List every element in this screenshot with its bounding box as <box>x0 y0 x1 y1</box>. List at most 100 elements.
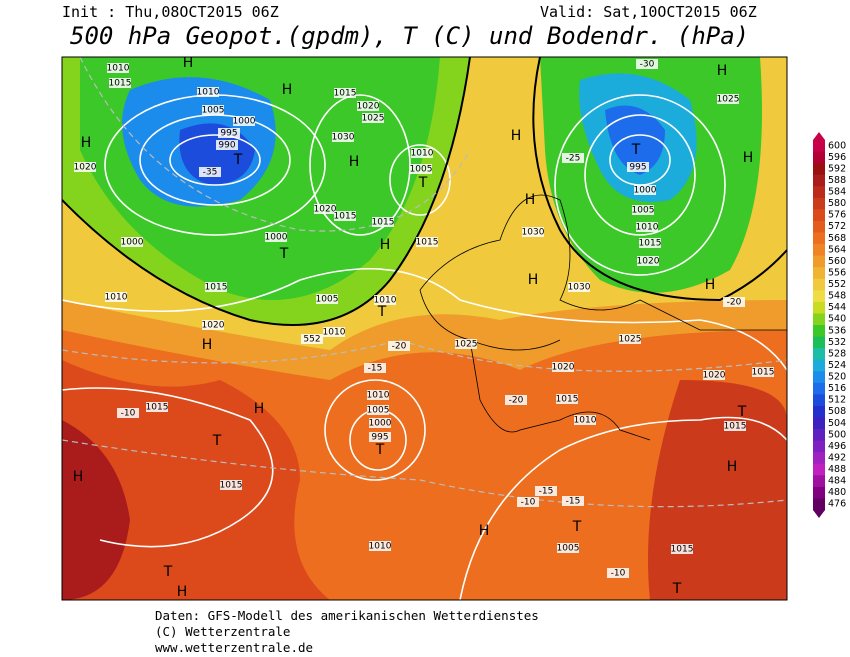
isobar <box>459 416 787 600</box>
colorbar-segment <box>813 371 825 384</box>
label-box <box>619 334 641 344</box>
contour-552 <box>62 57 471 326</box>
isoline-label: -30 <box>640 60 655 70</box>
isoline-label: 552 <box>303 335 320 345</box>
footer-line: Daten: GFS-Modell des amerikanischen Wet… <box>155 608 539 623</box>
colorbar-label: 496 <box>828 441 846 452</box>
pressure-center: H <box>525 192 536 208</box>
colorbar-label: 556 <box>828 267 846 278</box>
label-box <box>637 256 659 266</box>
isoline-label: 1015 <box>109 79 132 89</box>
label-box <box>752 367 774 377</box>
colorbar-arrow-top <box>813 132 825 140</box>
label-box <box>717 94 739 104</box>
pressure-center: H <box>743 150 754 166</box>
colorbar-label: 592 <box>828 163 846 174</box>
label-box <box>517 497 539 507</box>
colorbar-label: 532 <box>828 337 846 348</box>
colorbar-segment <box>813 325 825 338</box>
isoline-label: 1015 <box>220 481 243 491</box>
pressure-center: H <box>282 82 293 98</box>
isoline-label: -15 <box>566 497 581 507</box>
label-box <box>636 222 658 232</box>
colorbar-segment <box>813 244 825 257</box>
isoline-label: 1015 <box>724 422 747 432</box>
label-box <box>233 116 255 126</box>
label-box <box>636 59 658 69</box>
colorbar-label: 492 <box>828 452 846 463</box>
isoline-label: 1000 <box>121 238 144 248</box>
label-box <box>117 408 139 418</box>
colorbar-label: 588 <box>828 175 846 186</box>
colorbar-segment <box>813 209 825 222</box>
isoline-label: 995 <box>220 129 237 139</box>
label-box <box>562 153 584 163</box>
colorbar: 6005965925885845805765725685645605565525… <box>813 132 846 518</box>
colorbar-label: 508 <box>828 406 846 417</box>
pressure-center: T <box>375 442 385 458</box>
low-west-core <box>179 123 255 185</box>
colorbar-arrow-bottom <box>813 510 825 518</box>
isoline-label: 1010 <box>574 416 597 426</box>
label-box <box>724 421 746 431</box>
label-box <box>557 543 579 553</box>
isoline-label: 1025 <box>619 335 642 345</box>
map-area <box>62 57 787 600</box>
label-box <box>632 205 654 215</box>
colorbar-segment <box>813 394 825 407</box>
label-box <box>562 496 584 506</box>
isoline-label: 1010 <box>197 88 220 98</box>
colorbar-segment <box>813 405 825 418</box>
label-box <box>410 164 432 174</box>
isoline-label: 1005 <box>202 106 225 116</box>
colorbar-segment <box>813 232 825 245</box>
isobar <box>62 387 274 548</box>
colorbar-label: 524 <box>828 360 846 371</box>
footer-line: www.wetterzentrale.de <box>155 640 313 655</box>
label-box <box>367 405 389 415</box>
isoline-label: 1000 <box>369 419 392 429</box>
colorbar-label: 512 <box>828 395 846 406</box>
pressure-center: H <box>705 277 716 293</box>
label-box <box>105 292 127 302</box>
isobar <box>584 114 696 236</box>
colorbar-segment <box>813 382 825 395</box>
colorbar-segment <box>813 429 825 442</box>
label-box <box>199 167 221 177</box>
colorbar-label: 584 <box>828 187 846 198</box>
label-box <box>369 418 391 428</box>
isoline-label: -10 <box>121 409 136 419</box>
pressure-center: H <box>479 523 490 539</box>
pressure-center: T <box>672 581 682 597</box>
label-box <box>372 217 394 227</box>
colorbar-segment <box>813 417 825 430</box>
isoline-label: 1005 <box>410 165 433 175</box>
label-box <box>334 88 356 98</box>
colorbar-label: 500 <box>828 429 846 440</box>
warm-core <box>62 420 130 600</box>
isoline-label: -15 <box>368 364 383 374</box>
isoline-label: 1015 <box>334 89 357 99</box>
label-box <box>374 295 396 305</box>
isoline-label: 1015 <box>334 212 357 222</box>
label-box <box>556 394 578 404</box>
pressure-center: H <box>380 237 391 253</box>
colorbar-label: 548 <box>828 291 846 302</box>
colorbar-label: 560 <box>828 256 846 267</box>
label-box <box>369 541 391 551</box>
pressure-center: T <box>279 246 289 262</box>
label-box <box>362 113 384 123</box>
pressure-center: T <box>572 519 582 535</box>
colorbar-label: 536 <box>828 325 846 336</box>
label-box <box>364 363 386 373</box>
label-box <box>671 544 693 554</box>
pressure-center: T <box>737 404 747 420</box>
label-box <box>411 148 433 158</box>
colorbar-segment <box>813 498 825 511</box>
colorbar-label: 516 <box>828 383 846 394</box>
isoline-label: 1010 <box>636 223 659 233</box>
pressure-center: H <box>511 128 522 144</box>
label-box <box>703 370 725 380</box>
colorbar-segment <box>813 197 825 210</box>
